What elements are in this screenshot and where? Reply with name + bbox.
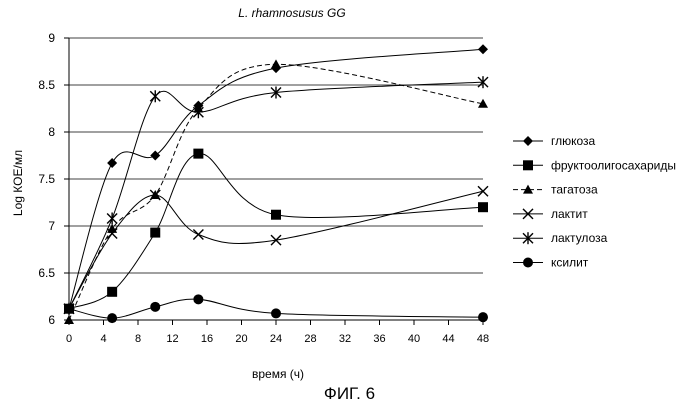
x-tick-label: 28 [304, 333, 316, 345]
data-marker [478, 202, 488, 212]
legend-entry: лактит [513, 207, 588, 221]
y-tick-label: 7 [48, 219, 55, 233]
legend-entry: глюкоза [513, 134, 596, 148]
data-marker [150, 90, 160, 102]
x-tick-label: 32 [339, 333, 351, 345]
legend-label: фруктоолигосахариды [551, 158, 676, 172]
series-line [69, 154, 483, 309]
legend-entry: ксилит [513, 256, 589, 270]
x-tick-label: 44 [442, 333, 454, 345]
data-marker [271, 210, 281, 220]
data-marker [523, 160, 533, 170]
data-marker [271, 235, 281, 245]
x-tick-label: 4 [100, 333, 106, 345]
x-tick-label: 20 [235, 333, 247, 345]
data-marker [107, 313, 117, 323]
y-tick-label: 6 [48, 313, 55, 327]
data-marker [150, 302, 160, 312]
legend-entry: лактулоза [513, 231, 608, 245]
data-marker [523, 136, 533, 146]
x-tick-label: 12 [166, 333, 178, 345]
legend: глюкоза фруктоолигосахариды тагатоза лактит… [513, 134, 676, 270]
data-marker [478, 44, 488, 54]
series-line [69, 191, 483, 309]
x-tick-label: 24 [270, 333, 282, 345]
x-tick-label: 16 [201, 333, 213, 345]
series-circle [64, 294, 488, 323]
series-layer [64, 44, 488, 324]
x-axis-label: время (ч) [252, 367, 304, 381]
data-marker [271, 59, 281, 68]
y-tick-label: 6.5 [38, 266, 55, 280]
figure-caption: ФИГ. 6 [0, 384, 699, 404]
data-marker [193, 149, 203, 159]
x-tick-label: 0 [66, 333, 72, 345]
data-marker [150, 228, 160, 238]
y-tick-label: 8 [48, 125, 55, 139]
data-marker [107, 287, 117, 297]
series-x [64, 186, 488, 314]
series-square [64, 149, 488, 314]
data-marker [478, 186, 488, 196]
data-marker [107, 212, 117, 224]
legend-label: тагатоза [551, 183, 598, 197]
x-tick-label: 36 [373, 333, 385, 345]
data-marker [64, 304, 74, 314]
series-asterisk [64, 76, 488, 315]
series-line [69, 82, 483, 309]
data-marker [523, 258, 533, 268]
legend-label: глюкоза [551, 134, 596, 148]
y-axis-label: Log КОЕ/мл [11, 150, 25, 216]
series-triangle [64, 59, 488, 324]
data-marker [193, 229, 203, 239]
legend-entry: фруктоолигосахариды [513, 158, 676, 172]
legend-label: ксилит [551, 256, 589, 270]
chart-title: L. rhamnosusus GG [238, 6, 345, 20]
legend-label: лактит [551, 207, 588, 221]
axes: 66.577.588.5904812162024283236404448 [38, 31, 489, 345]
legend-entry: тагатоза [513, 183, 598, 197]
x-tick-label: 8 [135, 333, 141, 345]
data-marker [478, 312, 488, 322]
data-marker [107, 158, 117, 168]
x-tick-label: 40 [408, 333, 420, 345]
series-line [69, 64, 483, 320]
y-tick-label: 9 [48, 31, 55, 45]
legend-label: лактулоза [551, 231, 608, 245]
y-tick-label: 7.5 [38, 172, 55, 186]
x-tick-label: 48 [477, 333, 489, 345]
data-marker [193, 294, 203, 304]
y-tick-label: 8.5 [38, 78, 55, 92]
gridlines [69, 38, 483, 273]
data-marker [271, 308, 281, 318]
